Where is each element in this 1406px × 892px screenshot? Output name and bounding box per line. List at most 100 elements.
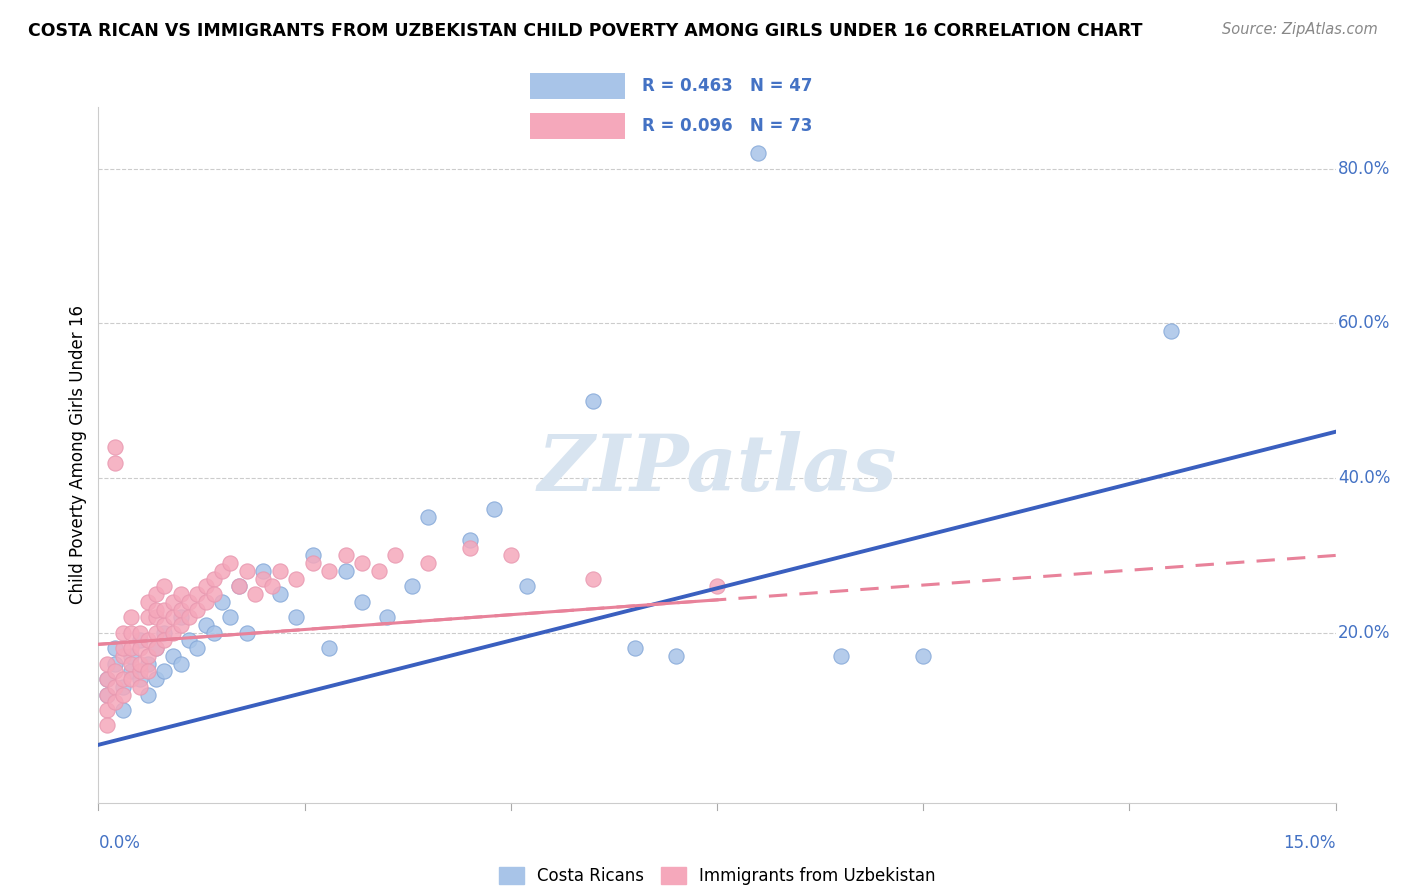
Point bbox=[352, 595, 374, 609]
Point bbox=[236, 564, 259, 578]
Point bbox=[145, 625, 167, 640]
Point bbox=[243, 587, 266, 601]
Point bbox=[228, 579, 250, 593]
Point bbox=[458, 541, 481, 555]
Point bbox=[162, 595, 184, 609]
Point bbox=[120, 657, 142, 671]
Point bbox=[145, 610, 167, 624]
Text: 40.0%: 40.0% bbox=[1339, 469, 1391, 487]
Point bbox=[128, 657, 150, 671]
Legend: Costa Ricans, Immigrants from Uzbekistan: Costa Ricans, Immigrants from Uzbekistan bbox=[499, 867, 935, 885]
Point bbox=[145, 641, 167, 656]
Point bbox=[170, 610, 193, 624]
Point bbox=[112, 648, 135, 663]
Point bbox=[112, 680, 135, 694]
Point bbox=[153, 618, 176, 632]
Point bbox=[484, 502, 506, 516]
Point bbox=[665, 648, 688, 663]
Point bbox=[170, 657, 193, 671]
Point bbox=[318, 564, 340, 578]
Point bbox=[112, 641, 135, 656]
Point bbox=[418, 509, 440, 524]
Point bbox=[162, 610, 184, 624]
Point bbox=[153, 633, 176, 648]
Point bbox=[170, 618, 193, 632]
Point bbox=[145, 602, 167, 616]
Point bbox=[128, 680, 150, 694]
Point bbox=[104, 440, 127, 454]
Point bbox=[112, 625, 135, 640]
Point bbox=[194, 579, 217, 593]
Point bbox=[145, 672, 167, 686]
Point bbox=[367, 564, 389, 578]
Point bbox=[194, 618, 217, 632]
Text: 20.0%: 20.0% bbox=[1339, 624, 1391, 641]
Point bbox=[128, 625, 150, 640]
Point bbox=[302, 549, 325, 563]
Point bbox=[128, 641, 150, 656]
Point bbox=[219, 556, 242, 570]
Point bbox=[211, 595, 233, 609]
Point bbox=[96, 672, 118, 686]
Point bbox=[194, 595, 217, 609]
Point bbox=[458, 533, 481, 547]
Point bbox=[153, 602, 176, 616]
Point bbox=[375, 610, 398, 624]
Point bbox=[179, 595, 201, 609]
Point bbox=[236, 625, 259, 640]
Point bbox=[499, 549, 522, 563]
Point bbox=[623, 641, 645, 656]
Point bbox=[269, 587, 291, 601]
Text: 80.0%: 80.0% bbox=[1339, 160, 1391, 178]
Point bbox=[285, 610, 308, 624]
Point bbox=[170, 587, 193, 601]
Text: 0.0%: 0.0% bbox=[98, 834, 141, 852]
Point bbox=[96, 672, 118, 686]
Point bbox=[153, 625, 176, 640]
Point bbox=[335, 549, 357, 563]
Point bbox=[830, 648, 852, 663]
Point bbox=[120, 625, 142, 640]
Point bbox=[228, 579, 250, 593]
Point bbox=[136, 648, 159, 663]
Point bbox=[112, 672, 135, 686]
Point bbox=[582, 572, 605, 586]
Point bbox=[120, 672, 142, 686]
Point bbox=[136, 657, 159, 671]
Point bbox=[1160, 324, 1182, 338]
Text: 15.0%: 15.0% bbox=[1284, 834, 1336, 852]
Point bbox=[912, 648, 935, 663]
Point bbox=[179, 610, 201, 624]
Point bbox=[104, 657, 127, 671]
Text: 60.0%: 60.0% bbox=[1339, 315, 1391, 333]
Point bbox=[706, 579, 728, 593]
Point bbox=[136, 688, 159, 702]
Point bbox=[96, 657, 118, 671]
Point bbox=[153, 579, 176, 593]
Text: Source: ZipAtlas.com: Source: ZipAtlas.com bbox=[1222, 22, 1378, 37]
Text: R = 0.463   N = 47: R = 0.463 N = 47 bbox=[641, 78, 813, 95]
Point bbox=[112, 703, 135, 717]
Point bbox=[285, 572, 308, 586]
Point bbox=[136, 633, 159, 648]
Point bbox=[516, 579, 538, 593]
Point bbox=[252, 564, 274, 578]
Point bbox=[136, 665, 159, 679]
Point bbox=[186, 641, 208, 656]
Point bbox=[384, 549, 406, 563]
Point bbox=[269, 564, 291, 578]
Point bbox=[747, 146, 769, 161]
Point bbox=[162, 625, 184, 640]
Text: R = 0.096   N = 73: R = 0.096 N = 73 bbox=[641, 117, 813, 135]
Point bbox=[104, 695, 127, 709]
Point bbox=[186, 587, 208, 601]
Point bbox=[96, 718, 118, 732]
Point bbox=[153, 665, 176, 679]
Point bbox=[104, 456, 127, 470]
Point bbox=[335, 564, 357, 578]
Point bbox=[128, 665, 150, 679]
Point bbox=[104, 641, 127, 656]
Point bbox=[260, 579, 283, 593]
Point bbox=[219, 610, 242, 624]
Point bbox=[96, 688, 118, 702]
